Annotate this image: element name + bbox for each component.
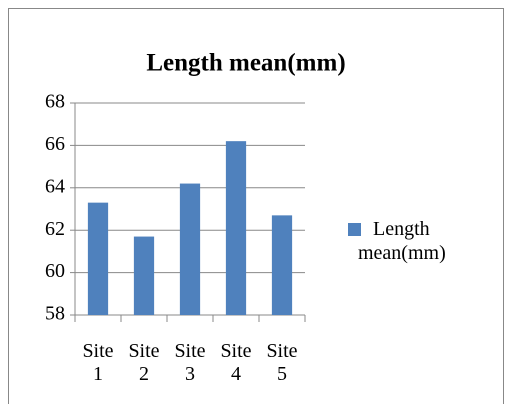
y-tick-label: 62: [45, 218, 65, 240]
y-tick-label: 64: [45, 175, 65, 197]
legend-swatch: [348, 223, 361, 236]
chart-frame: [8, 8, 504, 404]
bar: [87, 202, 109, 315]
x-tick-label: Site 2: [128, 340, 160, 385]
x-tick-label: Site 4: [220, 340, 252, 385]
bar: [225, 141, 247, 315]
bar: [133, 236, 155, 315]
y-tick-label: 60: [45, 260, 65, 282]
bar: [271, 215, 293, 315]
x-tick-label: Site 5: [266, 340, 298, 385]
bar: [179, 183, 201, 315]
y-tick-label: 58: [45, 303, 65, 325]
x-tick-label: Site 3: [174, 340, 206, 385]
y-tick-label: 68: [45, 91, 65, 113]
chart-title: Length mean(mm): [146, 50, 345, 77]
legend-label: Length mean(mm): [358, 218, 446, 264]
x-tick-label: Site 1: [82, 340, 114, 385]
y-tick-label: 66: [45, 133, 65, 155]
